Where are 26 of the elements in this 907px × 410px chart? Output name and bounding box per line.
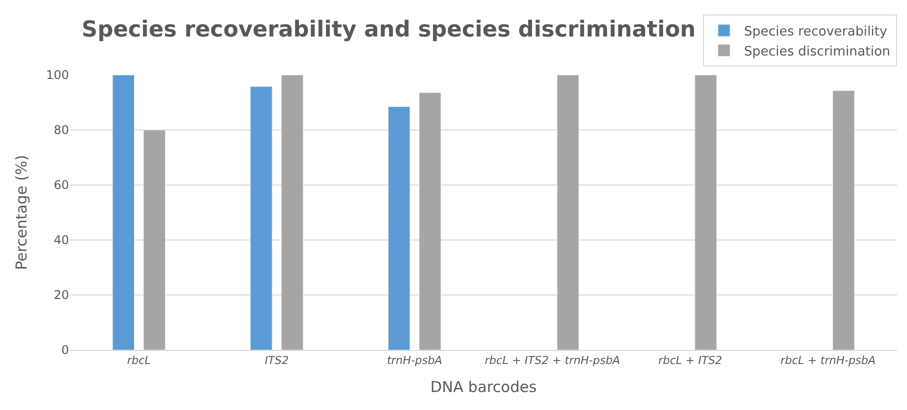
y-tick-label: 80 xyxy=(54,123,69,138)
y-tick-label: 100 xyxy=(46,68,69,82)
x-tick-label: ITS2 xyxy=(264,354,289,368)
y-tick-label: 0 xyxy=(61,343,69,358)
bar xyxy=(556,75,580,350)
bar xyxy=(250,86,272,350)
x-tick-label: rbcL + ITS2 xyxy=(658,354,722,368)
bar xyxy=(388,106,410,350)
y-tick-label: 40 xyxy=(54,233,69,248)
chart-title: Species recoverability and species discrimination xyxy=(82,17,696,42)
bar xyxy=(418,92,442,350)
x-axis-title: DNA barcodes xyxy=(430,378,537,396)
bar xyxy=(281,75,304,350)
bar xyxy=(143,130,166,350)
bar xyxy=(832,90,855,350)
x-tick-label: trnH-psbA xyxy=(386,354,442,368)
x-tick-label: rbcL + ITS2 + trnH-psbA xyxy=(484,354,620,368)
bar xyxy=(112,75,135,350)
y-tick-label: 60 xyxy=(54,178,69,192)
legend-label: Species discrimination xyxy=(744,44,890,60)
x-tick-label: rbcL xyxy=(127,354,151,368)
legend-label: Species recoverability xyxy=(744,24,888,40)
y-tick-label: 20 xyxy=(54,288,69,302)
y-axis-title: Percentage (%) xyxy=(12,154,30,270)
bar xyxy=(694,75,717,350)
x-tick-label: rbcL + trnH-psbA xyxy=(780,354,876,368)
